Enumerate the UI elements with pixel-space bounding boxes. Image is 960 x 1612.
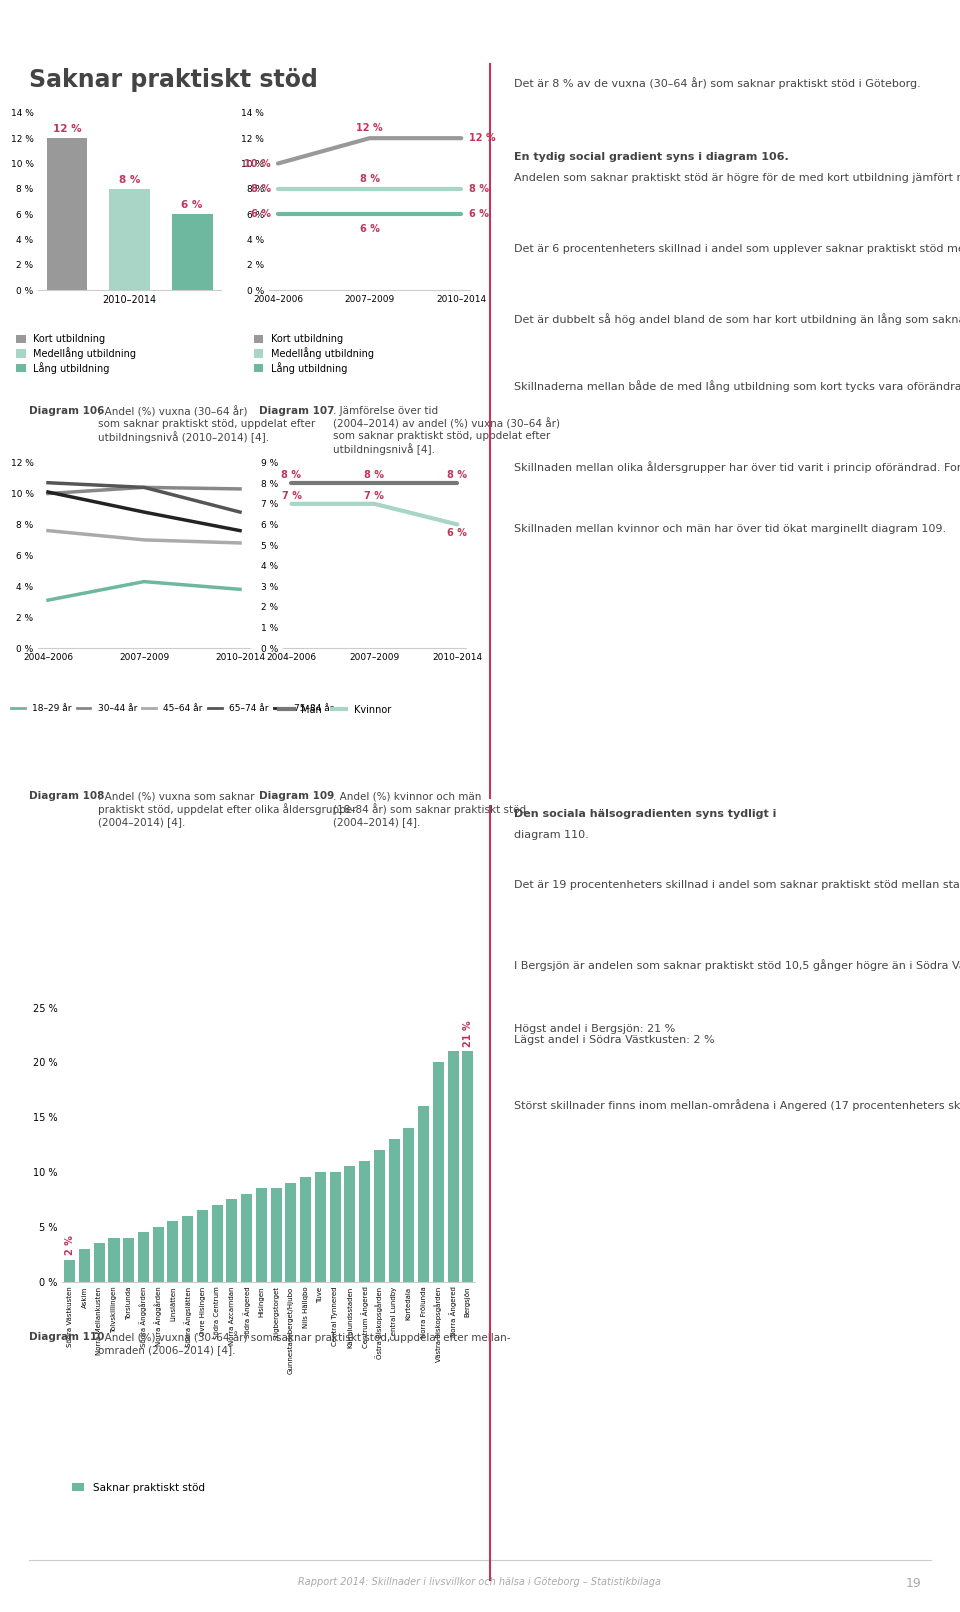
Bar <box>153 1227 164 1282</box>
Bar <box>300 1177 311 1282</box>
Bar <box>315 1172 326 1282</box>
Bar <box>256 1188 267 1282</box>
Bar <box>211 1204 223 1282</box>
Text: Störst skillnader finns inom mellan-områdena i Angered (17 procentenheters skill: Störst skillnader finns inom mellan-områ… <box>514 1099 960 1111</box>
Legend: Kort utbildning, Medellång utbildning, Lång utbildning: Kort utbildning, Medellång utbildning, L… <box>16 334 136 374</box>
Text: . Andel (%) vuxna (30–64 år)
som saknar praktiskt stöd, uppdelat efter
utbildnin: . Andel (%) vuxna (30–64 år) som saknar … <box>98 406 315 443</box>
Bar <box>227 1199 237 1282</box>
Text: 8 %: 8 % <box>281 471 301 480</box>
Text: Diagram 108: Diagram 108 <box>29 791 105 801</box>
Text: Andelen som saknar praktiskt stöd är högre för de med kort utbildning jämfört me: Andelen som saknar praktiskt stöd är hög… <box>514 171 960 182</box>
Bar <box>108 1238 120 1282</box>
Bar <box>433 1062 444 1282</box>
Text: 6 %: 6 % <box>447 527 468 537</box>
Text: Det är 19 procentenheters skillnad i andel som saknar praktiskt stöd mellan stad: Det är 19 procentenheters skillnad i and… <box>514 879 960 890</box>
Text: 10 %: 10 % <box>244 158 271 169</box>
Bar <box>109 189 150 290</box>
Bar <box>271 1188 281 1282</box>
Bar <box>447 1051 459 1282</box>
Text: diagram 110.: diagram 110. <box>514 830 588 840</box>
Bar <box>182 1215 193 1282</box>
Bar <box>345 1167 355 1282</box>
Text: Skillnaden mellan olika åldersgrupper har över tid varit i princip oförändrad. F: Skillnaden mellan olika åldersgrupper ha… <box>514 461 960 472</box>
Legend: 18–29 år, 30–44 år, 45–64 år, 65–74 år, 75–84 år: 18–29 år, 30–44 år, 45–64 år, 65–74 år, … <box>12 704 334 714</box>
Text: Diagram 109: Diagram 109 <box>259 791 334 801</box>
Bar <box>463 1051 473 1282</box>
Text: . Andel (%) kvinnor och män
(18–84 år) som saknar praktiskt stöd
(2004–2014) [4]: . Andel (%) kvinnor och män (18–84 år) s… <box>333 791 526 827</box>
Bar <box>172 214 212 290</box>
Text: 8 %: 8 % <box>365 471 384 480</box>
Text: . Andel (%) vuxna som saknar
praktiskt stöd, uppdelat efter olika åldersgrupper
: . Andel (%) vuxna som saknar praktiskt s… <box>98 791 356 827</box>
Bar <box>94 1243 105 1282</box>
Legend: Kort utbildning, Medellång utbildning, Lång utbildning: Kort utbildning, Medellång utbildning, L… <box>253 334 374 374</box>
Text: Diagram 110: Diagram 110 <box>29 1332 105 1341</box>
Text: Den sociala hälsogradienten syns tydligt i: Den sociala hälsogradienten syns tydligt… <box>514 809 776 819</box>
Text: 19: 19 <box>906 1577 922 1589</box>
Text: Det är dubbelt så hög andel bland de som har kort utbildning än lång som saknar : Det är dubbelt så hög andel bland de som… <box>514 313 960 324</box>
Text: 2 %: 2 % <box>64 1235 75 1256</box>
Text: Rapport 2014: Skillnader i livsvillkor och hälsa i Göteborg – Statistikbilaga: Rapport 2014: Skillnader i livsvillkor o… <box>299 1577 661 1586</box>
Legend: Män, Kvinnor: Män, Kvinnor <box>279 704 392 714</box>
Text: 6 %: 6 % <box>181 200 203 211</box>
Bar <box>138 1232 149 1282</box>
Text: 8 %: 8 % <box>360 174 379 184</box>
Text: 8 %: 8 % <box>468 184 489 193</box>
Text: I Bergsjön är andelen som saknar praktiskt stöd 10,5 gånger högre än i Södra Väs: I Bergsjön är andelen som saknar praktis… <box>514 959 960 970</box>
Bar <box>47 139 87 290</box>
Bar <box>359 1161 371 1282</box>
Bar <box>373 1149 385 1282</box>
Bar <box>329 1172 341 1282</box>
Bar <box>418 1106 429 1282</box>
Text: 6 %: 6 % <box>468 210 489 219</box>
Bar <box>79 1249 90 1282</box>
Text: Det är 8 % av de vuxna (30–64 år) som saknar praktiskt stöd i Göteborg.: Det är 8 % av de vuxna (30–64 år) som sa… <box>514 77 921 89</box>
Bar <box>64 1259 75 1282</box>
Text: 7 %: 7 % <box>365 490 384 501</box>
Text: 21 %: 21 % <box>463 1020 473 1046</box>
Text: 8 %: 8 % <box>251 184 271 193</box>
Text: Skillnaderna mellan både de med lång utbildning som kort tycks vara oförändrad ö: Skillnaderna mellan både de med lång utb… <box>514 380 960 392</box>
Text: 12 %: 12 % <box>53 124 82 134</box>
Text: . Jämförelse över tid
(2004–2014) av andel (%) vuxna (30–64 år)
som saknar prakt: . Jämförelse över tid (2004–2014) av and… <box>333 406 560 455</box>
Bar <box>285 1183 297 1282</box>
Text: Skillnaden mellan kvinnor och män har över tid ökat marginellt diagram 109.: Skillnaden mellan kvinnor och män har öv… <box>514 524 946 534</box>
Text: Högst andel i Bergsjön: 21 %
Lägst andel i Södra Västkusten: 2 %: Högst andel i Bergsjön: 21 % Lägst andel… <box>514 1024 714 1045</box>
Legend: Saknar praktiskt stöd: Saknar praktiskt stöd <box>67 1478 208 1498</box>
Text: 6 %: 6 % <box>251 210 271 219</box>
Bar <box>241 1194 252 1282</box>
Text: 6 %: 6 % <box>360 224 379 234</box>
Bar <box>167 1222 179 1282</box>
Text: 7 %: 7 % <box>281 490 301 501</box>
Text: 12 %: 12 % <box>356 123 383 134</box>
Text: . Andel (%) vuxna (30–64 år) som saknar praktiskt stöd, uppdelat efter mellan-
o: . Andel (%) vuxna (30–64 år) som saknar … <box>98 1332 511 1356</box>
Bar <box>197 1211 208 1282</box>
Text: En tydig social gradient syns i diagram 106.: En tydig social gradient syns i diagram … <box>514 152 788 161</box>
Bar <box>403 1128 415 1282</box>
Bar <box>389 1140 399 1282</box>
Text: Diagram 107: Diagram 107 <box>259 406 335 416</box>
Bar <box>123 1238 134 1282</box>
Text: Saknar praktiskt stöd: Saknar praktiskt stöd <box>29 68 318 92</box>
Text: Diagram 106: Diagram 106 <box>29 406 105 416</box>
Text: Det är 6 procentenheters skillnad i andel som upplever saknar praktiskt stöd mel: Det är 6 procentenheters skillnad i ande… <box>514 242 960 253</box>
Text: 8 %: 8 % <box>447 471 468 480</box>
Text: 8 %: 8 % <box>119 176 140 185</box>
Text: 12 %: 12 % <box>468 134 495 143</box>
